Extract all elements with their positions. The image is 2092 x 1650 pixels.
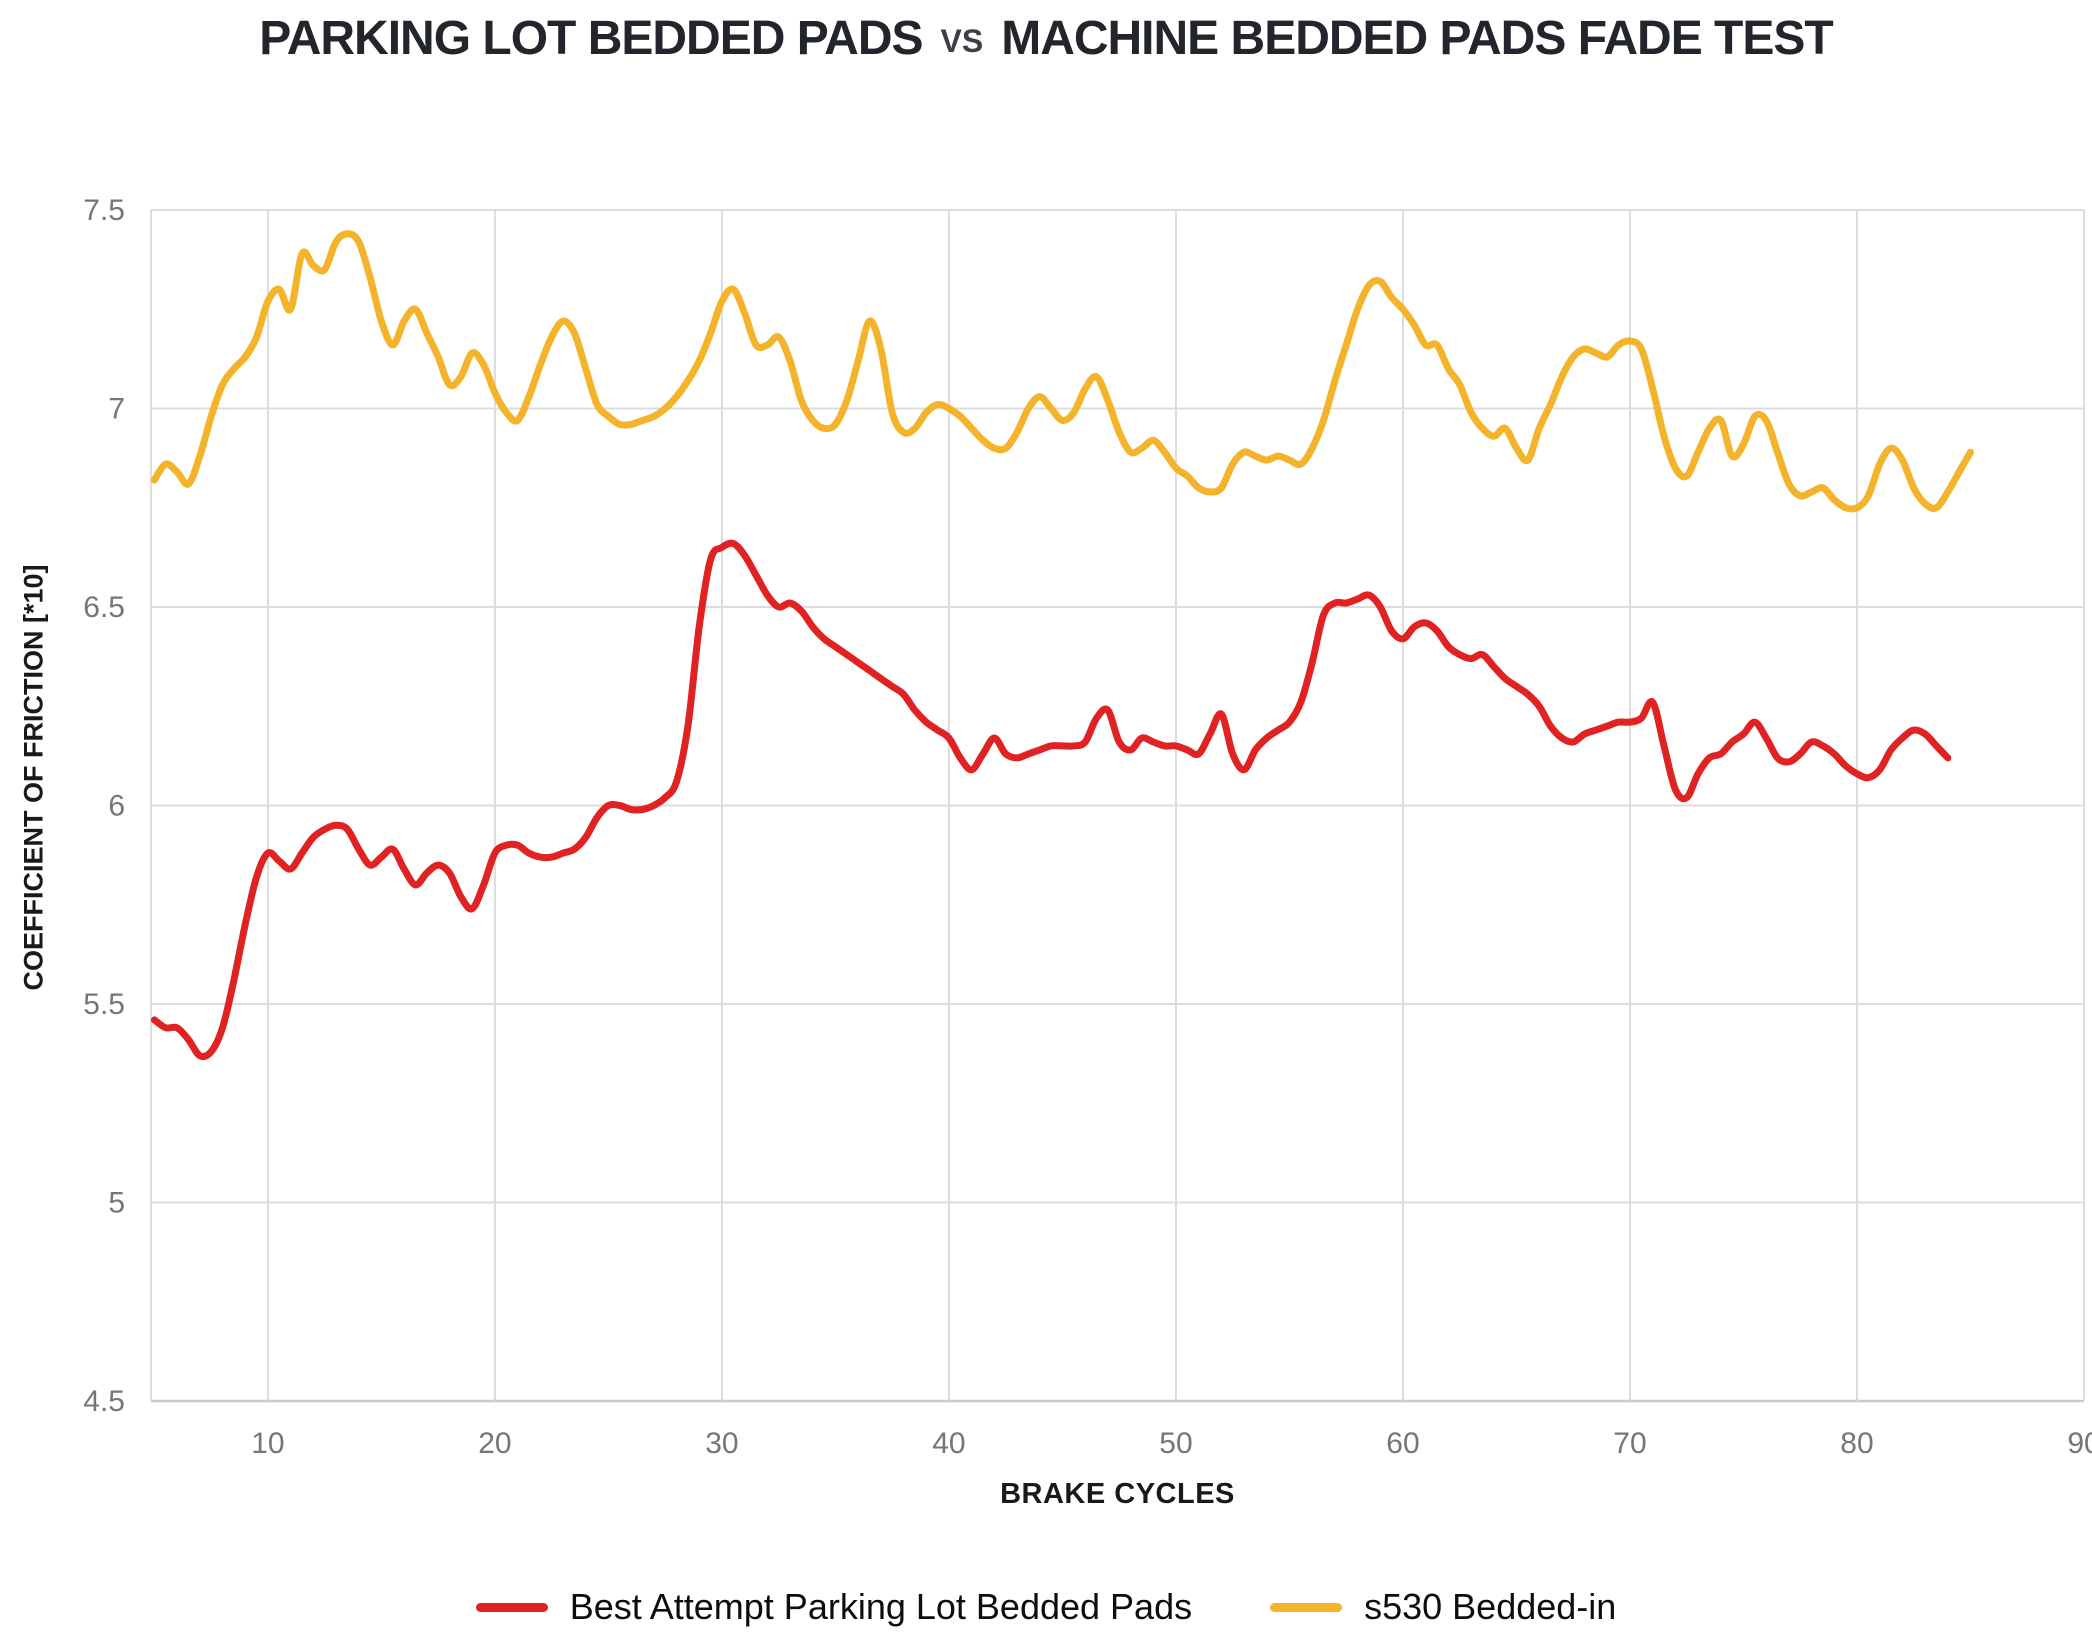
legend-item-parking-lot: Best Attempt Parking Lot Bedded Pads — [475, 1586, 1193, 1628]
x-axis-title: BRAKE CYCLES — [1000, 1478, 1235, 1510]
x-tick-label: 20 — [478, 1427, 511, 1460]
title-left: PARKING LOT BEDDED PADS — [259, 11, 923, 65]
series-line-parking-lot — [150, 539, 1952, 1060]
x-tick-label: 90 — [2067, 1427, 2092, 1460]
x-tick-label: 80 — [1840, 1427, 1873, 1460]
chart-legend: Best Attempt Parking Lot Bedded Pads s53… — [0, 1572, 2092, 1642]
x-tick-label: 40 — [932, 1427, 965, 1460]
legend-label-s530: s530 Bedded-in — [1364, 1586, 1617, 1627]
x-tick-label: 70 — [1613, 1427, 1646, 1460]
series-line-s530 — [150, 230, 1974, 513]
legend-swatch-parking-lot — [475, 1602, 548, 1612]
legend-item-s530: s530 Bedded-in — [1270, 1586, 1616, 1628]
y-tick-label: 4.5 — [83, 1385, 125, 1418]
y-tick-label: 5.5 — [83, 988, 125, 1021]
legend-label-parking-lot: Best Attempt Parking Lot Bedded Pads — [569, 1586, 1193, 1627]
x-tick-label: 60 — [1386, 1427, 1419, 1460]
y-tick-label: 7 — [108, 393, 125, 426]
x-tick-label: 30 — [705, 1427, 738, 1460]
legend-swatch-s530 — [1270, 1602, 1343, 1612]
title-vs: VS — [940, 22, 984, 59]
y-tick-label: 5 — [108, 1187, 125, 1220]
y-tick-label: 7.5 — [83, 194, 125, 227]
x-tick-label: 10 — [251, 1427, 284, 1460]
x-tick-label: 50 — [1159, 1427, 1192, 1460]
chart-title: PARKING LOT BEDDED PADS VS MACHINE BEDDE… — [0, 6, 2092, 70]
y-tick-label: 6.5 — [83, 591, 125, 624]
title-right: MACHINE BEDDED PADS FADE TEST — [1001, 11, 1834, 65]
y-tick-label: 6 — [108, 790, 125, 823]
